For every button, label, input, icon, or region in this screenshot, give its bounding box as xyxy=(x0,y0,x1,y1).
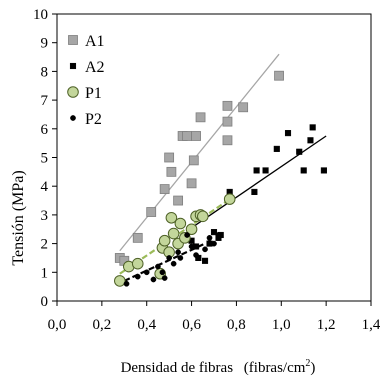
y-tick-label: 9 xyxy=(41,36,49,52)
point-p2 xyxy=(161,275,168,281)
y-axis-label: Tensión (MPa) xyxy=(10,170,27,265)
point-a1 xyxy=(195,112,206,123)
x-tick-label: 1,0 xyxy=(272,317,291,333)
point-p2 xyxy=(159,269,166,276)
point-p2 xyxy=(123,280,130,287)
axes: 0 1 2 3 4 5 6 7 8 9 10 0,0 0,2 0,4 0,6 0,8 1,0 1,2 1,4 xyxy=(33,7,380,333)
point-a1 xyxy=(222,135,233,146)
point-a1 xyxy=(186,178,197,189)
x-tick-label: 0,8 xyxy=(227,317,246,333)
point-a2 xyxy=(210,229,218,236)
y-tick-label: 6 xyxy=(41,122,49,138)
point-a2 xyxy=(307,137,314,144)
point-p1 xyxy=(167,227,180,240)
point-a2 xyxy=(253,167,260,174)
point-p2 xyxy=(206,235,213,241)
plot-area-border xyxy=(56,13,372,302)
point-p2 xyxy=(215,232,222,238)
trendline-a1 xyxy=(119,53,280,252)
point-a2 xyxy=(296,148,303,155)
point-p1 xyxy=(185,223,198,236)
point-a2 xyxy=(251,188,258,195)
legend-marker-a1 xyxy=(68,35,78,45)
point-a2 xyxy=(309,124,316,131)
y-tick-label: 10 xyxy=(33,7,48,23)
point-p1 xyxy=(114,275,126,287)
point-p2 xyxy=(188,243,195,250)
point-a1 xyxy=(166,166,177,177)
point-a2 xyxy=(284,130,292,137)
point-p2 xyxy=(175,249,181,256)
point-p2 xyxy=(184,232,190,238)
point-a2 xyxy=(300,167,307,174)
legend-label-p1: P1 xyxy=(85,85,102,102)
point-p2 xyxy=(202,246,208,253)
point-p2 xyxy=(211,240,217,247)
x-tick-label: 0,4 xyxy=(137,317,156,333)
legend-label-p2: P2 xyxy=(85,111,102,128)
point-p2 xyxy=(166,255,172,261)
point-p2 xyxy=(134,273,141,280)
legend-marker-p2 xyxy=(70,115,76,121)
point-a1 xyxy=(191,131,201,141)
x-tick-label: 0,2 xyxy=(92,317,111,333)
point-a1 xyxy=(238,102,249,113)
point-p1 xyxy=(196,210,209,223)
point-a2 xyxy=(201,257,209,264)
point-p1 xyxy=(223,193,236,205)
y-tick-label: 4 xyxy=(41,179,49,195)
y-tick-label: 2 xyxy=(41,237,49,253)
legend-label-a1: A1 xyxy=(85,33,105,50)
point-a1 xyxy=(159,184,170,194)
point-p2 xyxy=(177,255,184,261)
data-markers xyxy=(114,70,327,287)
point-p2 xyxy=(143,269,150,276)
y-tick-label: 0 xyxy=(41,294,49,310)
point-p1 xyxy=(165,211,178,224)
y-tick-label: 3 xyxy=(41,208,49,224)
x-tick-label: 1,2 xyxy=(317,317,336,333)
point-p1 xyxy=(131,257,144,270)
x-axis-label-main: Densidad de fibras xyxy=(121,360,234,376)
y-tick-label: 8 xyxy=(41,64,49,80)
point-a1 xyxy=(132,232,143,243)
trendline-a2 xyxy=(191,135,327,229)
point-a1 xyxy=(222,100,233,111)
x-axis-label-unit-sup: 2 xyxy=(305,358,310,369)
point-p1 xyxy=(158,234,171,247)
x-axis-label-unit: (fibras/cm xyxy=(244,360,306,376)
point-a1 xyxy=(182,131,192,141)
point-p1 xyxy=(174,217,187,230)
point-p2 xyxy=(150,276,157,283)
plot-frame xyxy=(56,13,372,302)
legend-label-a2: A2 xyxy=(85,59,105,76)
legend-marker-p1 xyxy=(67,86,79,98)
point-a1 xyxy=(164,152,175,163)
x-axis-label-unit-close: ) xyxy=(310,360,315,376)
x-tick-label: 1,4 xyxy=(362,317,380,333)
point-a2 xyxy=(320,167,327,174)
point-a1 xyxy=(146,207,157,217)
point-a2 xyxy=(273,145,280,152)
x-tick-label: 0,6 xyxy=(182,317,201,333)
x-axis-label: Densidad de fibras (fibras/cm2) xyxy=(121,358,316,376)
legend-marker-a2 xyxy=(69,62,77,70)
point-p2 xyxy=(170,260,177,267)
point-a1 xyxy=(274,70,284,81)
point-a1 xyxy=(188,155,199,166)
point-a1 xyxy=(222,116,233,127)
y-tick-label: 7 xyxy=(41,93,49,109)
x-tick-label: 0,0 xyxy=(48,317,67,333)
y-tick-label: 1 xyxy=(41,265,49,281)
point-a2 xyxy=(262,167,269,174)
trendlines xyxy=(119,53,327,282)
legend: A1 A2 P1 P2 xyxy=(67,33,105,128)
point-p2 xyxy=(155,263,161,270)
point-a1 xyxy=(173,195,184,206)
point-p2 xyxy=(195,255,202,261)
y-tick-label: 5 xyxy=(41,151,49,167)
